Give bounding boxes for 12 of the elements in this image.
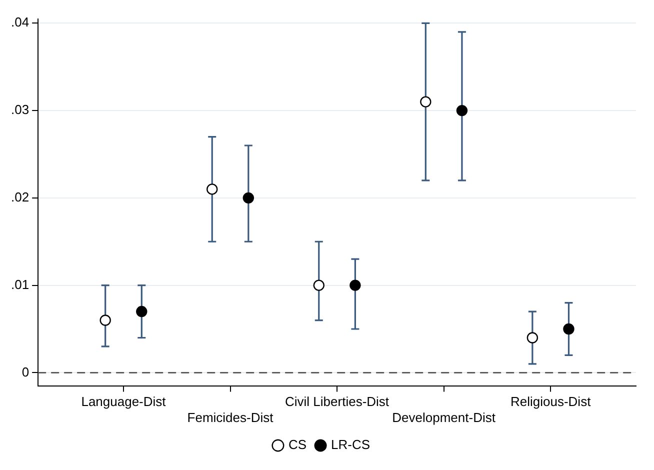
y-tick-label: 0 [22,364,30,380]
legend-label: CS [288,437,307,452]
x-tick-label: Femicides-Dist [187,410,274,425]
x-tick-label: Religious-Dist [510,394,592,410]
y-tick-label: .01 [10,276,30,292]
x-tick-label: Development-Dist [392,410,496,425]
y-tick-label: .03 [10,102,30,118]
y-tick-label: .02 [10,190,30,205]
x-tick-label: Civil Liberties-Dist [285,394,390,410]
legend-label: LR-CS [331,437,370,452]
y-tick-label: .04 [10,14,30,30]
x-tick-label: Language-Dist [81,394,166,410]
